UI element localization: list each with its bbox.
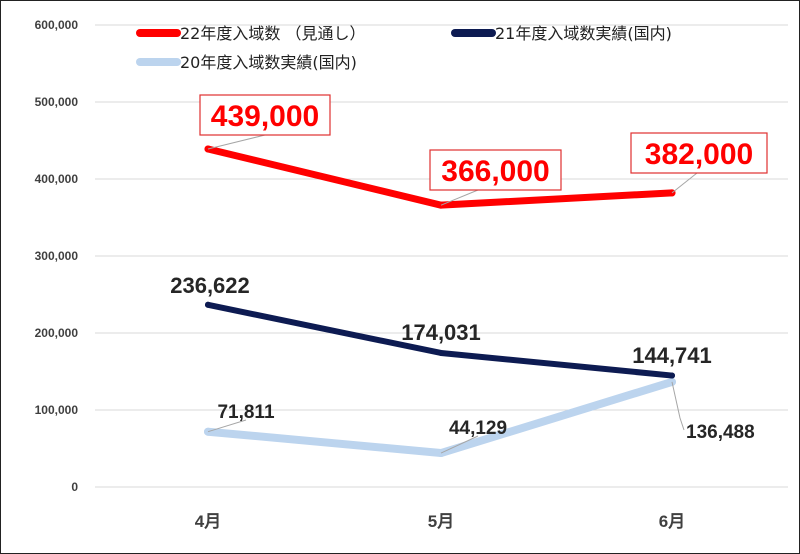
data-label-20: 136,488 — [686, 422, 755, 443]
x-tick-label: 5月 — [428, 512, 454, 531]
legend-label-21: 21年度入域数実績(国内) — [495, 24, 672, 43]
data-labels: 439,000 366,000 382,000 236,622 174,031 144,7… — [170, 94, 768, 454]
y-tick-label: 100,000 — [35, 403, 79, 417]
data-label-box — [429, 149, 562, 191]
data-label-20: 44,129 — [449, 418, 507, 439]
leader-line — [440, 189, 479, 206]
legend-label-20: 20年度入域数実績(国内) — [180, 53, 357, 72]
x-tick-label: 4月 — [195, 512, 221, 531]
y-tick-label: 200,000 — [35, 326, 79, 340]
leader-line — [671, 172, 698, 194]
grid-lines — [95, 24, 788, 488]
y-axis: 0 100,000 200,000 300,000 400,000 500,000 600,… — [35, 18, 79, 494]
legend-label-22: 22年度入域数 （見通し） — [180, 24, 365, 43]
y-tick-label: 0 — [71, 480, 78, 494]
x-tick-label: 6月 — [659, 512, 685, 531]
data-label-22: 382,000 — [645, 138, 753, 171]
data-label-21: 236,622 — [170, 273, 250, 298]
data-label-box — [199, 94, 331, 136]
legend: 22年度入域数 （見通し） 21年度入域数実績(国内) 20年度入域数実績(国内… — [136, 24, 672, 72]
y-tick-label: 400,000 — [35, 172, 79, 186]
data-label-box — [630, 132, 768, 174]
data-point — [205, 301, 211, 308]
data-point — [438, 349, 444, 356]
leader-line — [207, 419, 247, 433]
y-tick-label: 300,000 — [35, 249, 79, 263]
leader-line — [207, 134, 266, 150]
data-point — [669, 372, 675, 379]
data-label-20: 71,811 — [217, 402, 274, 423]
data-label-21: 174,031 — [401, 320, 481, 345]
leader-line — [671, 381, 685, 431]
leader-line — [440, 435, 479, 454]
data-label-22: 366,000 — [441, 155, 549, 188]
y-tick-label: 500,000 — [35, 95, 79, 109]
x-axis: 4月 5月 6月 — [195, 512, 685, 531]
data-label-21: 144,741 — [632, 343, 712, 368]
data-label-22: 439,000 — [211, 100, 319, 133]
series-line-2 — [204, 377, 676, 458]
y-tick-label: 600,000 — [35, 18, 79, 32]
